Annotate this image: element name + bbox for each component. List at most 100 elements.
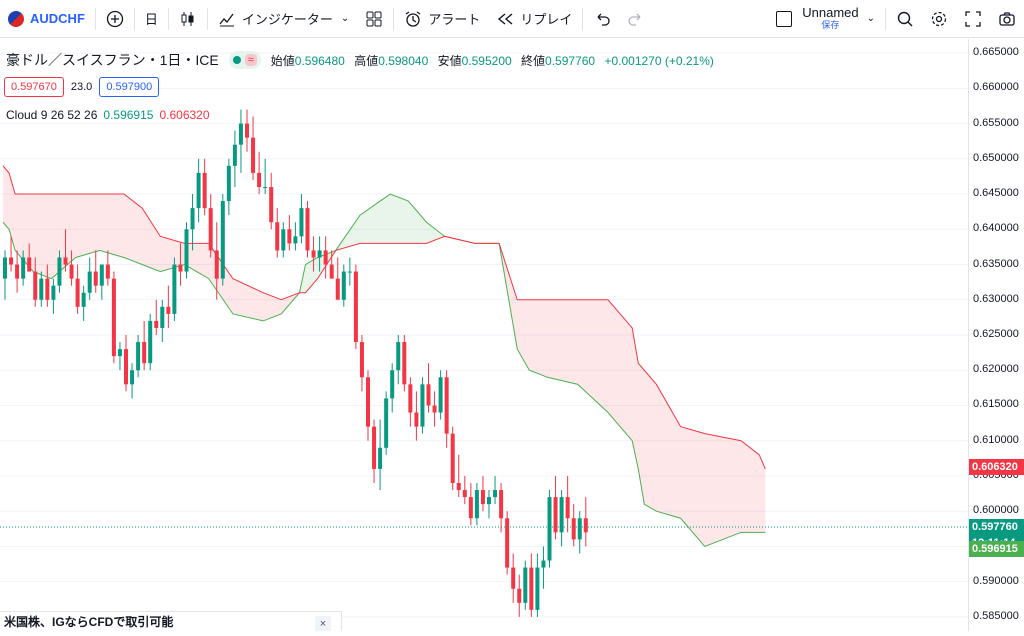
- cloud-segment: [608, 299, 633, 441]
- candle-body: [160, 306, 165, 328]
- close-value: 0.597760: [545, 53, 596, 68]
- chart-pane[interactable]: [0, 39, 968, 631]
- price-axis-label: 0.655000: [973, 116, 1019, 129]
- candle-body: [154, 320, 159, 328]
- candle-body: [15, 264, 20, 279]
- candle-body: [529, 567, 534, 610]
- candle-body: [347, 271, 352, 273]
- price-axis-label: 0.645000: [973, 187, 1019, 200]
- high-label: 高値: [354, 53, 379, 68]
- fullscreen-icon: [965, 10, 981, 27]
- candle-body: [220, 201, 225, 279]
- layout-button[interactable]: Unnamed 保存 ⌄: [768, 0, 883, 38]
- cloud-segment: [656, 384, 681, 519]
- search-icon: [897, 11, 913, 26]
- candle-body: [69, 264, 74, 279]
- low-value: 0.595200: [461, 53, 512, 68]
- candle-body: [317, 250, 322, 258]
- candle-body: [396, 342, 401, 371]
- candle-body: [390, 370, 395, 399]
- candle-body: [214, 250, 219, 279]
- divider: [167, 7, 169, 30]
- layout-checkbox-icon: [776, 10, 793, 27]
- symbol-search-button[interactable]: AUDCHF: [0, 0, 93, 38]
- candle-body: [372, 426, 377, 469]
- interval-button[interactable]: 日: [137, 0, 166, 38]
- market-status-pill[interactable]: ≈: [228, 51, 261, 69]
- price-axis[interactable]: 0.665000 0.660000 0.655000 0.650000 0.645000…: [968, 39, 1024, 631]
- redo-button[interactable]: [619, 0, 653, 38]
- candle-body: [39, 278, 44, 300]
- plus-circle-icon: [106, 10, 124, 27]
- candle-body: [238, 123, 243, 145]
- chart-type-button[interactable]: [171, 0, 205, 38]
- candle-body: [142, 342, 147, 364]
- divider: [133, 7, 135, 30]
- layout-name: Unnamed 保存: [802, 6, 858, 31]
- compare-button[interactable]: [98, 0, 132, 38]
- banner-text: 米国株、IGならCFDで取引可能: [4, 615, 174, 629]
- candle-body: [468, 497, 473, 519]
- promo-banner[interactable]: 米国株、IGならCFDで取引可能 ×: [0, 611, 342, 631]
- candle-body: [517, 588, 522, 603]
- price-axis-label: 0.660000: [973, 81, 1019, 94]
- candle-body: [523, 567, 528, 603]
- candle-body: [93, 271, 98, 286]
- cloud-segment: [208, 243, 233, 314]
- cloud-segment: [33, 194, 52, 279]
- cloud-segment: [704, 433, 742, 547]
- candle-body: [257, 172, 262, 187]
- undo-button[interactable]: [585, 0, 619, 38]
- price-tag-green: 0.596915: [969, 540, 1024, 557]
- indicators-button[interactable]: インジケーター ⌄: [210, 0, 357, 38]
- candle-body: [329, 264, 334, 279]
- cloud-indicator-legend[interactable]: Cloud 9 26 52 26 0.596915 0.606320: [6, 108, 210, 122]
- candle-body: [57, 257, 62, 286]
- candle-body: [202, 172, 207, 209]
- candle-body: [402, 342, 407, 385]
- settings-button[interactable]: [922, 0, 956, 38]
- price-axis-label: 0.610000: [973, 433, 1019, 446]
- candle-body: [480, 490, 485, 505]
- candle-body: [136, 342, 141, 371]
- cloud-segment: [9, 172, 16, 251]
- symbol-legend: 豪ドル／スイスフラン・1日・ICE ≈ 始値0.596480 高値0.59804…: [6, 50, 720, 70]
- open-value: 0.596480: [294, 53, 345, 68]
- alert-button[interactable]: アラート: [396, 0, 488, 38]
- templates-button[interactable]: [357, 0, 391, 38]
- candle-body: [63, 257, 68, 265]
- replay-button[interactable]: リプレイ: [488, 0, 580, 38]
- candle-body: [462, 490, 467, 498]
- cloud-segment: [390, 194, 409, 244]
- snapshot-button[interactable]: [990, 0, 1024, 38]
- candle-body: [275, 222, 280, 251]
- fullscreen-button[interactable]: [956, 0, 990, 38]
- candle-body: [245, 123, 249, 138]
- sell-button[interactable]: 0.597670: [4, 77, 64, 97]
- spread-value: 23.0: [70, 81, 93, 93]
- price-chart[interactable]: [0, 39, 968, 631]
- market-open-dot-icon: [232, 56, 241, 64]
- rewind-icon: [498, 12, 513, 25]
- candle-body: [190, 208, 195, 230]
- candles-icon: [181, 11, 194, 26]
- search-button[interactable]: [888, 0, 922, 38]
- candle-body: [414, 412, 419, 427]
- candle-body: [571, 518, 576, 540]
- buy-button[interactable]: 0.597900: [99, 77, 160, 97]
- candle-body: [196, 172, 201, 209]
- close-icon[interactable]: ×: [315, 616, 331, 631]
- indicators-label: インジケーター: [241, 12, 333, 27]
- candle-body: [208, 208, 213, 251]
- price-axis-label: 0.620000: [973, 363, 1019, 376]
- cloud-lead1-line: [2, 193, 766, 548]
- candle-body: [33, 271, 38, 300]
- cloud-label: Cloud 9 26 52 26: [6, 108, 98, 122]
- candle-body: [232, 144, 237, 166]
- cloud-segment: [632, 327, 639, 469]
- cloud-segment: [3, 165, 10, 230]
- candle-body: [432, 405, 437, 413]
- candle-body: [184, 229, 189, 272]
- price-tag-last: 0.597760: [969, 518, 1024, 535]
- price-axis-label: 0.590000: [973, 574, 1019, 587]
